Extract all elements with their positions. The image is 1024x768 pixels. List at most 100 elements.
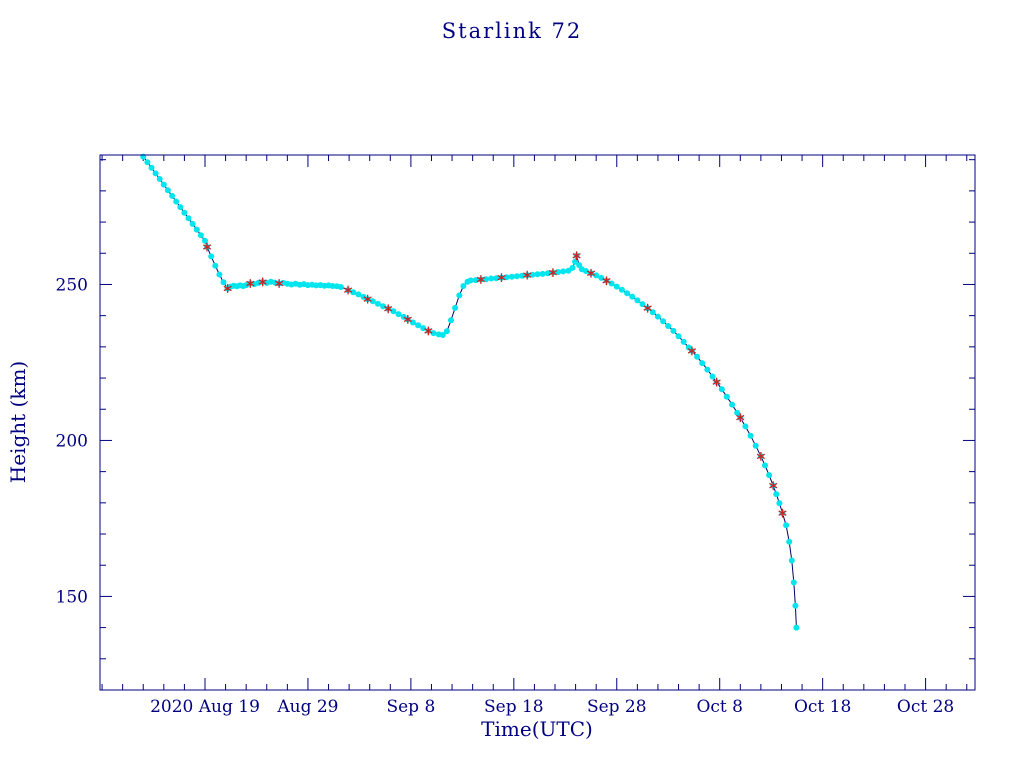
- data-point: [208, 253, 215, 260]
- flagged-data-point-asterisk: [343, 285, 353, 295]
- data-point: [665, 323, 672, 329]
- flagged-data-point-asterisk: [643, 303, 652, 313]
- data-point: [152, 170, 159, 177]
- flagged-data-point-asterisk: [778, 508, 787, 518]
- data-point: [670, 327, 677, 334]
- data-point: [452, 304, 459, 311]
- data-point: [539, 270, 546, 277]
- x-tick-label: Aug 29: [276, 697, 338, 717]
- data-point: [488, 275, 495, 282]
- data-point: [439, 332, 446, 338]
- data-point: [430, 330, 437, 337]
- x-tick-label: 2020 Aug 19: [150, 697, 260, 717]
- data-point: [456, 292, 463, 299]
- height-series-line: [142, 156, 797, 628]
- data-point: [534, 271, 541, 278]
- data-point: [350, 289, 357, 296]
- data-point: [513, 273, 520, 280]
- data-point: [582, 268, 589, 274]
- data-point: [395, 311, 402, 318]
- y-tick-labels: 150 200 250: [56, 275, 88, 607]
- data-point: [144, 159, 151, 166]
- data-point: [216, 271, 223, 278]
- data-point: [704, 366, 711, 373]
- flagged-data-point-asterisk: [274, 279, 284, 288]
- data-point: [618, 286, 625, 293]
- data-point: [788, 557, 795, 564]
- data-point: [786, 538, 793, 545]
- data-point: [762, 462, 768, 469]
- data-point: [723, 393, 730, 400]
- data-point: [369, 298, 376, 305]
- flagged-data-point-asterisk: [476, 275, 486, 284]
- flagged-data-point-asterisk: [602, 276, 611, 286]
- data-point: [766, 472, 773, 479]
- flagged-data-point-asterisk: [424, 326, 433, 336]
- data-point: [624, 290, 631, 297]
- flagged-data-point-asterisk: [572, 251, 581, 261]
- x-tick-label: Oct 8: [696, 697, 743, 717]
- data-point: [783, 522, 790, 529]
- data-point: [355, 291, 362, 298]
- data-point: [776, 500, 783, 507]
- flagged-data-point-asterisk: [403, 314, 412, 324]
- flagged-data-point-asterisk: [736, 413, 745, 423]
- data-point: [181, 209, 188, 216]
- flagged-data-point-asterisk: [258, 277, 267, 287]
- x-tick-label: Sep 8: [386, 697, 435, 717]
- flagged-data-point-asterisk: [497, 273, 506, 282]
- data-point: [660, 318, 667, 325]
- data-point: [508, 273, 515, 280]
- data-point: [634, 297, 641, 304]
- data-point: [193, 226, 200, 233]
- data-point: [654, 313, 661, 320]
- data-point: [148, 164, 155, 171]
- flagged-data-point-asterisk: [756, 451, 766, 461]
- data-point: [420, 325, 427, 332]
- data-point: [629, 293, 636, 300]
- data-point: [747, 432, 754, 439]
- data-point: [680, 338, 687, 345]
- data-point: [734, 409, 741, 416]
- data-point: [448, 317, 454, 324]
- data-point: [390, 308, 397, 315]
- x-tick-label: Sep 28: [587, 697, 647, 717]
- y-tick-label: 200: [56, 431, 88, 451]
- data-point: [793, 624, 800, 631]
- data-point: [694, 353, 701, 360]
- x-tick-label: Oct 18: [794, 697, 851, 717]
- data-point: [164, 187, 171, 194]
- flagged-data-point-asterisk: [384, 304, 393, 314]
- y-axis-label: Height (km): [6, 361, 30, 483]
- data-point: [742, 423, 749, 430]
- flagged-data-point-asterisk: [586, 268, 596, 278]
- data-point: [718, 386, 725, 393]
- flagged-data-point-asterisk: [712, 377, 721, 387]
- data-point: [572, 258, 579, 265]
- data-point: [608, 280, 615, 287]
- data-point: [773, 491, 780, 498]
- data-point: [337, 284, 344, 290]
- flagged-data-point-asterisk: [548, 268, 558, 278]
- data-point: [709, 373, 716, 380]
- data-point: [374, 300, 381, 307]
- x-tick-labels: 2020 Aug 19 Aug 29 Sep 8 Sep 18 Sep 28 Oct 8 O…: [150, 697, 954, 717]
- data-point: [729, 401, 736, 408]
- data-point: [185, 215, 192, 222]
- data-point: [160, 181, 167, 188]
- cyan-data-points: [140, 153, 800, 631]
- y-tick-label: 150: [56, 587, 88, 607]
- data-point: [173, 198, 180, 205]
- y-tick-label: 250: [56, 275, 88, 295]
- data-point: [189, 220, 196, 227]
- data-point: [460, 283, 467, 289]
- flagged-data-point-asterisk: [523, 270, 532, 280]
- x-axis-label: Time(UTC): [481, 717, 593, 741]
- data-point: [639, 301, 646, 308]
- data-point: [593, 272, 600, 279]
- data-point: [443, 328, 450, 335]
- data-point: [467, 277, 474, 284]
- x-tick-label: Oct 28: [897, 697, 954, 717]
